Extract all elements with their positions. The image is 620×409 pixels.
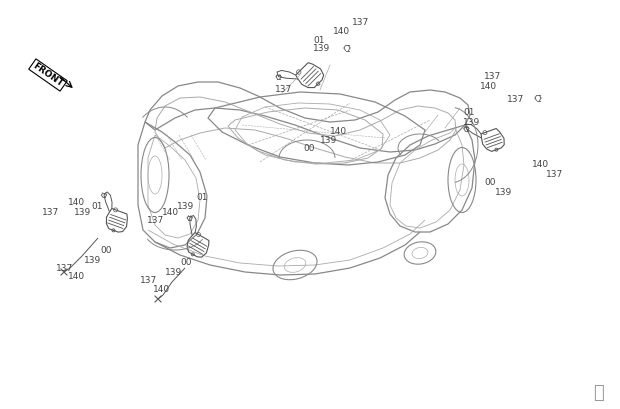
Text: 140: 140: [68, 272, 85, 281]
Text: 01: 01: [313, 36, 324, 45]
Text: 140: 140: [532, 160, 549, 169]
Text: 137: 137: [147, 216, 164, 225]
Text: FRONT: FRONT: [31, 61, 64, 89]
Text: 139: 139: [165, 268, 182, 277]
Text: 137: 137: [42, 208, 60, 217]
Text: 139: 139: [84, 256, 101, 265]
Text: ⓦ: ⓦ: [593, 384, 603, 402]
Text: 137: 137: [140, 276, 157, 285]
Text: 139: 139: [177, 202, 194, 211]
Text: 137: 137: [352, 18, 370, 27]
Text: 137: 137: [507, 95, 525, 104]
Text: 00: 00: [180, 258, 192, 267]
Text: 140: 140: [162, 208, 179, 217]
Text: 139: 139: [313, 44, 330, 53]
Text: 140: 140: [333, 27, 350, 36]
Text: 137: 137: [546, 170, 563, 179]
Text: 137: 137: [56, 264, 73, 273]
Text: 00: 00: [100, 246, 112, 255]
Text: 137: 137: [275, 85, 292, 94]
Text: 139: 139: [74, 208, 91, 217]
Text: 140: 140: [68, 198, 85, 207]
Text: 140: 140: [153, 285, 170, 294]
Text: 140: 140: [330, 127, 347, 136]
Text: 01: 01: [91, 202, 102, 211]
Text: 139: 139: [495, 188, 512, 197]
Text: 01: 01: [463, 108, 474, 117]
Text: 00: 00: [484, 178, 495, 187]
Text: 139: 139: [463, 118, 480, 127]
Text: 00: 00: [303, 144, 314, 153]
Text: 01: 01: [196, 193, 208, 202]
Text: 137: 137: [484, 72, 501, 81]
Text: 139: 139: [320, 136, 337, 145]
Text: 140: 140: [480, 82, 497, 91]
